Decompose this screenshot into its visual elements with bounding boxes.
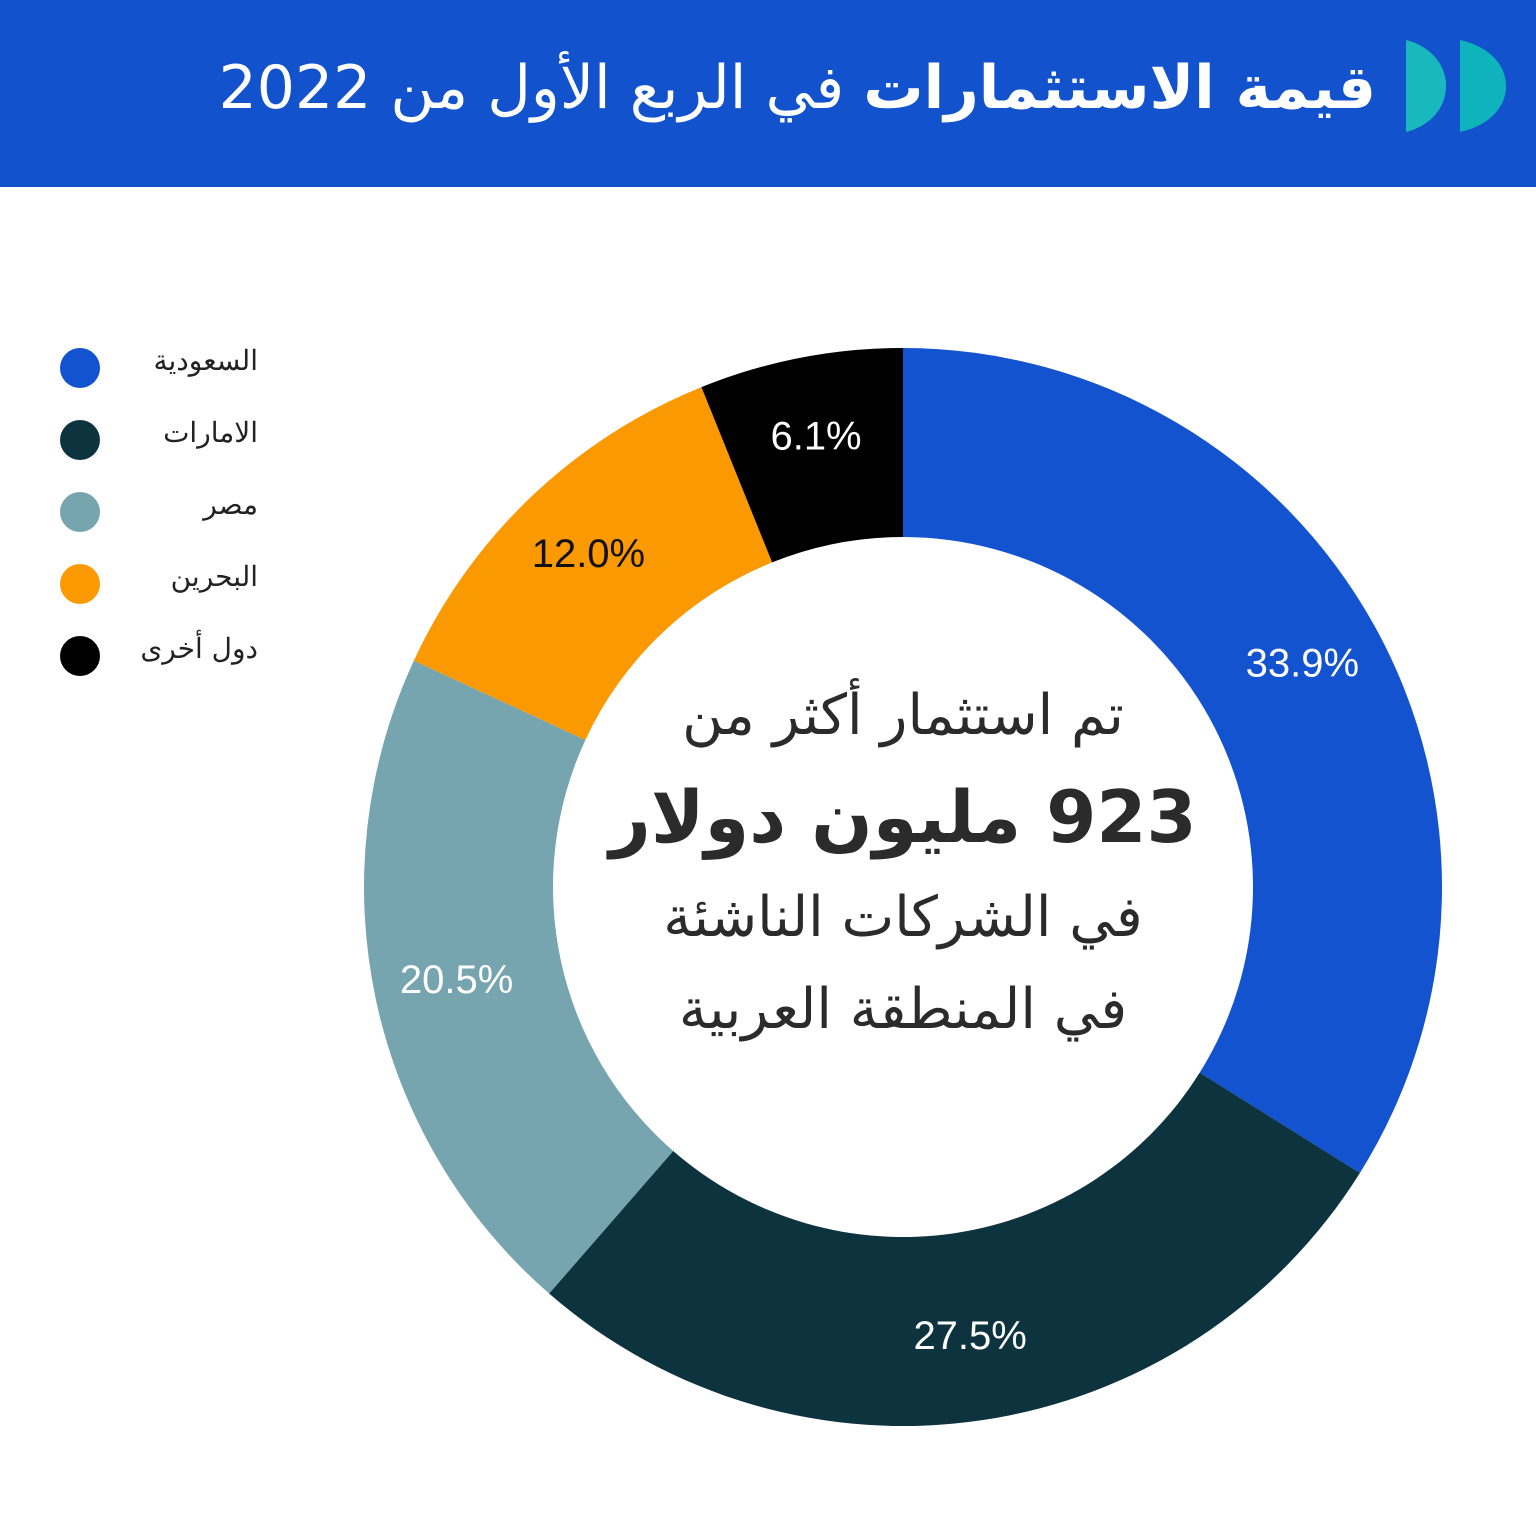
title-rest: في الربع الأول من 2022 xyxy=(218,53,845,123)
legend-swatch xyxy=(60,420,100,460)
slice-saudi xyxy=(903,348,1442,1173)
slice-bahrain xyxy=(413,387,773,740)
legend-label: دول أخرى xyxy=(140,632,258,665)
center-line-1: تم استثمار أكثر من xyxy=(682,683,1124,748)
brand-logo-icon xyxy=(1406,40,1506,132)
legend-swatch xyxy=(60,348,100,388)
slice-label-uae: 27.5% xyxy=(913,1314,1026,1358)
legend-label: البحرين xyxy=(170,560,258,593)
legend-item-uae: الامارات xyxy=(50,402,280,474)
legend-swatch xyxy=(60,492,100,532)
center-line-2: 923 مليون دولار xyxy=(609,775,1197,859)
header-bar: قيمة الاستثمارات في الربع الأول من 2022 xyxy=(0,0,1536,187)
slice-label-egypt: 20.5% xyxy=(400,958,513,1002)
logo-left-shape xyxy=(1406,40,1446,132)
slice-uae xyxy=(549,1072,1360,1426)
slice-others xyxy=(701,348,903,563)
legend-item-egypt: مصر xyxy=(50,474,280,546)
legend-item-saudi: السعودية xyxy=(50,330,280,402)
legend-item-bahrain: البحرين xyxy=(50,546,280,618)
center-line-3: في الشركات الناشئة xyxy=(663,885,1143,950)
slice-label-bahrain: 12.0% xyxy=(532,532,645,576)
legend-item-others: دول أخرى xyxy=(50,618,280,690)
legend-swatch xyxy=(60,636,100,676)
legend-swatch xyxy=(60,564,100,604)
legend-label: مصر xyxy=(203,488,258,521)
slice-egypt xyxy=(364,660,674,1294)
slice-label-others: 6.1% xyxy=(770,414,861,458)
center-line-4: في المنطقة العربية xyxy=(678,977,1128,1042)
legend-label: السعودية xyxy=(153,344,258,377)
center-summary: تم استثمار أكثر من 923 مليون دولار في ال… xyxy=(603,670,1203,1056)
logo-right-shape xyxy=(1460,40,1506,132)
title-bold: قيمة الاستثمارات xyxy=(863,53,1376,123)
slice-label-saudi: 33.9% xyxy=(1246,641,1359,685)
page-title: قيمة الاستثمارات في الربع الأول من 2022 xyxy=(219,46,1376,130)
chart-legend: السعودية الامارات مصر البحرين دول أخرى xyxy=(50,330,280,690)
donut-hole xyxy=(554,538,1252,1236)
legend-label: الامارات xyxy=(163,416,258,449)
